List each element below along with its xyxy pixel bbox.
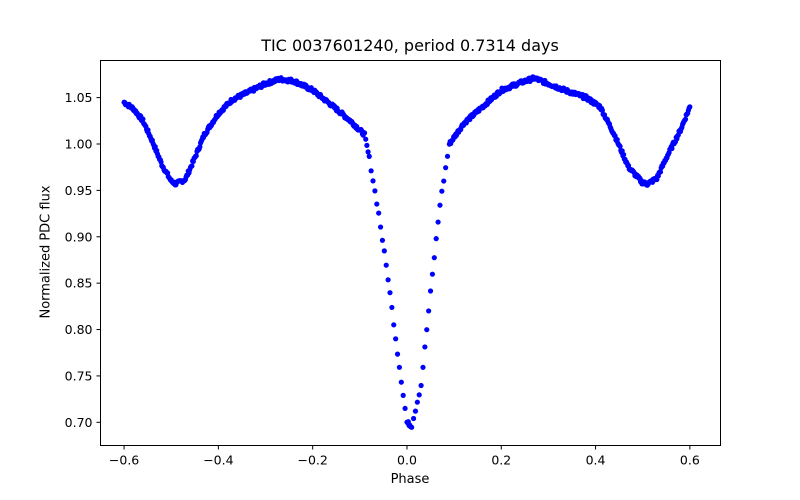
y-tick-label: 0.75 [65,368,93,383]
y-tick-label: 0.95 [65,183,93,198]
data-points [121,74,693,430]
x-tick-label: 0.6 [680,453,700,468]
x-axis-ticks: −0.6 −0.4 −0.2 0.0 0.2 0.4 0.6 [109,445,700,468]
y-axis-ticks: 0.70 0.75 0.80 0.85 0.90 0.95 1.00 1.05 [65,90,101,430]
y-tick-label: 1.00 [65,136,93,151]
y-tick-label: 0.85 [65,276,93,291]
chart-title: TIC 0037601240, period 0.7314 days [261,36,559,55]
y-tick-label: 0.80 [65,322,93,337]
x-axis-label: Phase [390,472,430,487]
x-tick-label: 0.4 [586,453,606,468]
x-tick-label: 0.2 [491,453,511,468]
x-tick-label: −0.4 [203,453,233,468]
y-tick-label: 0.90 [65,229,93,244]
x-tick-label: −0.6 [109,453,139,468]
y-axis-label: Normalized PDC flux [38,185,54,319]
x-tick-label: −0.2 [297,453,327,468]
y-tick-label: 1.05 [65,90,93,105]
axes-frame [100,60,721,446]
y-tick-label: 0.70 [65,415,93,430]
x-tick-label: 0.0 [397,453,417,468]
